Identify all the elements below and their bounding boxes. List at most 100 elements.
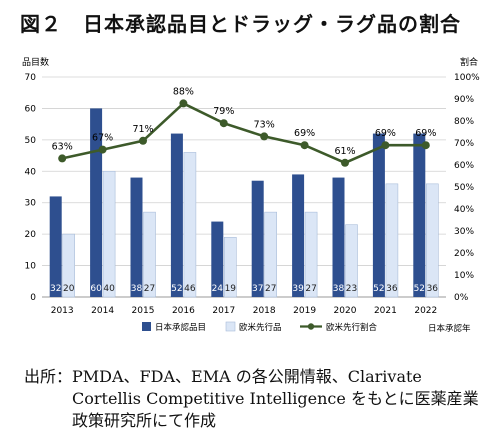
bar-data-label: 19 (225, 284, 237, 294)
y-tick-label: 60 (25, 104, 37, 114)
legend-label: 日本承認品目 (155, 322, 206, 333)
line-data-label: 67% (92, 133, 113, 144)
bar-western-first (143, 211, 156, 298)
bar-japan-approved (211, 221, 224, 297)
bar-western-first (264, 211, 278, 298)
legend: 日本承認品目 欧米先行品 欧米先行割合 (142, 321, 378, 333)
x-tick-label: 2016 (172, 306, 195, 316)
line-data-label: 88% (173, 86, 194, 97)
x-tick-label: 2020 (334, 306, 357, 316)
bar-western-first (304, 211, 318, 298)
y-tick-label: 30 (25, 199, 37, 209)
bar-data-label: 38 (333, 284, 345, 294)
bar-western-first (345, 224, 358, 298)
y-tick-label: 10 (25, 262, 37, 272)
bar-data-label: 38 (131, 284, 143, 294)
bar-japan-approved (251, 180, 264, 297)
bar-western-first (183, 152, 197, 298)
bar-data-label: 24 (212, 284, 224, 294)
y2-tick-label: 70% (454, 139, 474, 149)
bar-data-label: 46 (184, 284, 196, 294)
legend-label: 欧米先行品 (239, 322, 282, 333)
x-tick-label: 2014 (91, 306, 114, 316)
bar-data-label: 27 (144, 284, 155, 294)
y-tick-label: 0 (30, 293, 36, 303)
left-axis-ticks: 0 10 20 30 40 50 60 70 (25, 73, 37, 303)
y-tick-label: 70 (25, 73, 37, 83)
figure-title: 図２ 日本承認品目とドラッグ・ラグ品の割合 (20, 12, 461, 36)
x-tick-label: 2018 (253, 306, 276, 316)
bar-data-label: 36 (427, 284, 439, 294)
bar-data-label: 36 (386, 284, 398, 294)
bar-western-first (62, 233, 76, 298)
line-point (98, 145, 107, 154)
y-tick-label: 40 (25, 167, 37, 177)
legend-swatch-japan-approved (142, 322, 151, 331)
y2-tick-label: 50% (454, 183, 474, 193)
bar-western-first (385, 183, 399, 298)
y2-tick-label: 40% (454, 205, 474, 215)
right-axis-ticks: 0% 10% 20% 30% 40% 50% 60% 70% 80% 90% 100% (454, 73, 480, 303)
source-text: PMDA、FDA、EMA の各公開情報、Clarivate Cortellis … (72, 367, 479, 430)
bar-western-first (425, 183, 439, 298)
bar-data-label: 60 (90, 284, 102, 294)
line-data-label: 69% (375, 128, 396, 139)
bar-japan-approved (170, 133, 183, 297)
x-tick-label: 2022 (414, 306, 437, 316)
line-western-first-ratio (61, 101, 426, 165)
x-tick-label: 2019 (293, 306, 316, 316)
bar-data-label: 52 (414, 284, 425, 294)
y2-tick-label: 80% (454, 117, 474, 127)
line-data-label: 61% (334, 146, 355, 157)
legend-swatch-western-first (225, 321, 236, 332)
bar-japan-approved (90, 108, 103, 297)
source-note: 出所： PMDA、FDA、EMA の各公開情報、Clarivate Cortel… (24, 366, 494, 432)
y2-tick-label: 100% (454, 73, 480, 83)
y2-tick-label: 30% (454, 227, 474, 237)
line-point (139, 136, 147, 145)
bar-western-first (224, 236, 237, 298)
y2-tick-label: 20% (454, 249, 474, 259)
legend-marker (307, 323, 315, 330)
x-tick-label: 2021 (374, 306, 397, 316)
bar-data-label: 52 (373, 284, 384, 294)
bar-western-first (102, 170, 116, 298)
bar-japan-approved (49, 196, 62, 297)
line-point (300, 141, 309, 150)
bar-japan-approved (372, 133, 385, 297)
line-point (58, 154, 67, 163)
line-point (421, 141, 430, 150)
x-tick-label: 2015 (132, 306, 155, 316)
y-axis-label: 品目数 (22, 56, 49, 68)
y2-tick-label: 10% (454, 271, 474, 281)
line-data-label: 71% (132, 124, 153, 135)
bar-data-label: 39 (292, 284, 304, 294)
bar-japan-approved (130, 177, 143, 297)
bar-japan-approved (292, 174, 305, 297)
line-data-label: 73% (254, 119, 275, 130)
bar-data-label: 27 (305, 284, 316, 294)
bar-data-label: 27 (265, 284, 276, 294)
source-label: 出所： (24, 367, 73, 386)
x-axis-ticks: 2013 2014 2015 2016 2017 2018 2019 2020 2021 2022 (51, 306, 438, 316)
gridlines (42, 76, 446, 298)
y2-axis-label: 割合 (460, 56, 478, 68)
legend-label: 欧米先行割合 (326, 322, 378, 333)
y-tick-label: 50 (25, 136, 37, 146)
bar-data-label: 20 (63, 284, 75, 294)
line-point (381, 141, 390, 150)
y2-tick-label: 60% (454, 161, 474, 171)
line-point (219, 119, 228, 128)
line-point (341, 158, 349, 167)
bar-japan-approved (332, 177, 345, 297)
line-point (260, 132, 269, 141)
bar-data-label: 37 (252, 284, 263, 294)
chart: 0 10 20 30 40 50 60 70 0% 10% 20% 30% 40% 50% 60% 70% 8… (22, 56, 480, 334)
line-data-label: 69% (415, 128, 436, 139)
bar-series: 32 20 60 40 38 27 52 46 24 19 37 27 39 27 38 23 52 36 52 36 (49, 108, 439, 298)
bar-data-label: 23 (346, 284, 357, 294)
bar-data-label: 40 (103, 284, 115, 294)
x-axis-label: 日本承認年 (428, 323, 471, 334)
line-point (179, 99, 188, 108)
line-series: 63% 67% 71% 88% 79% 73% 69% 61% 69% 69% (52, 86, 436, 167)
